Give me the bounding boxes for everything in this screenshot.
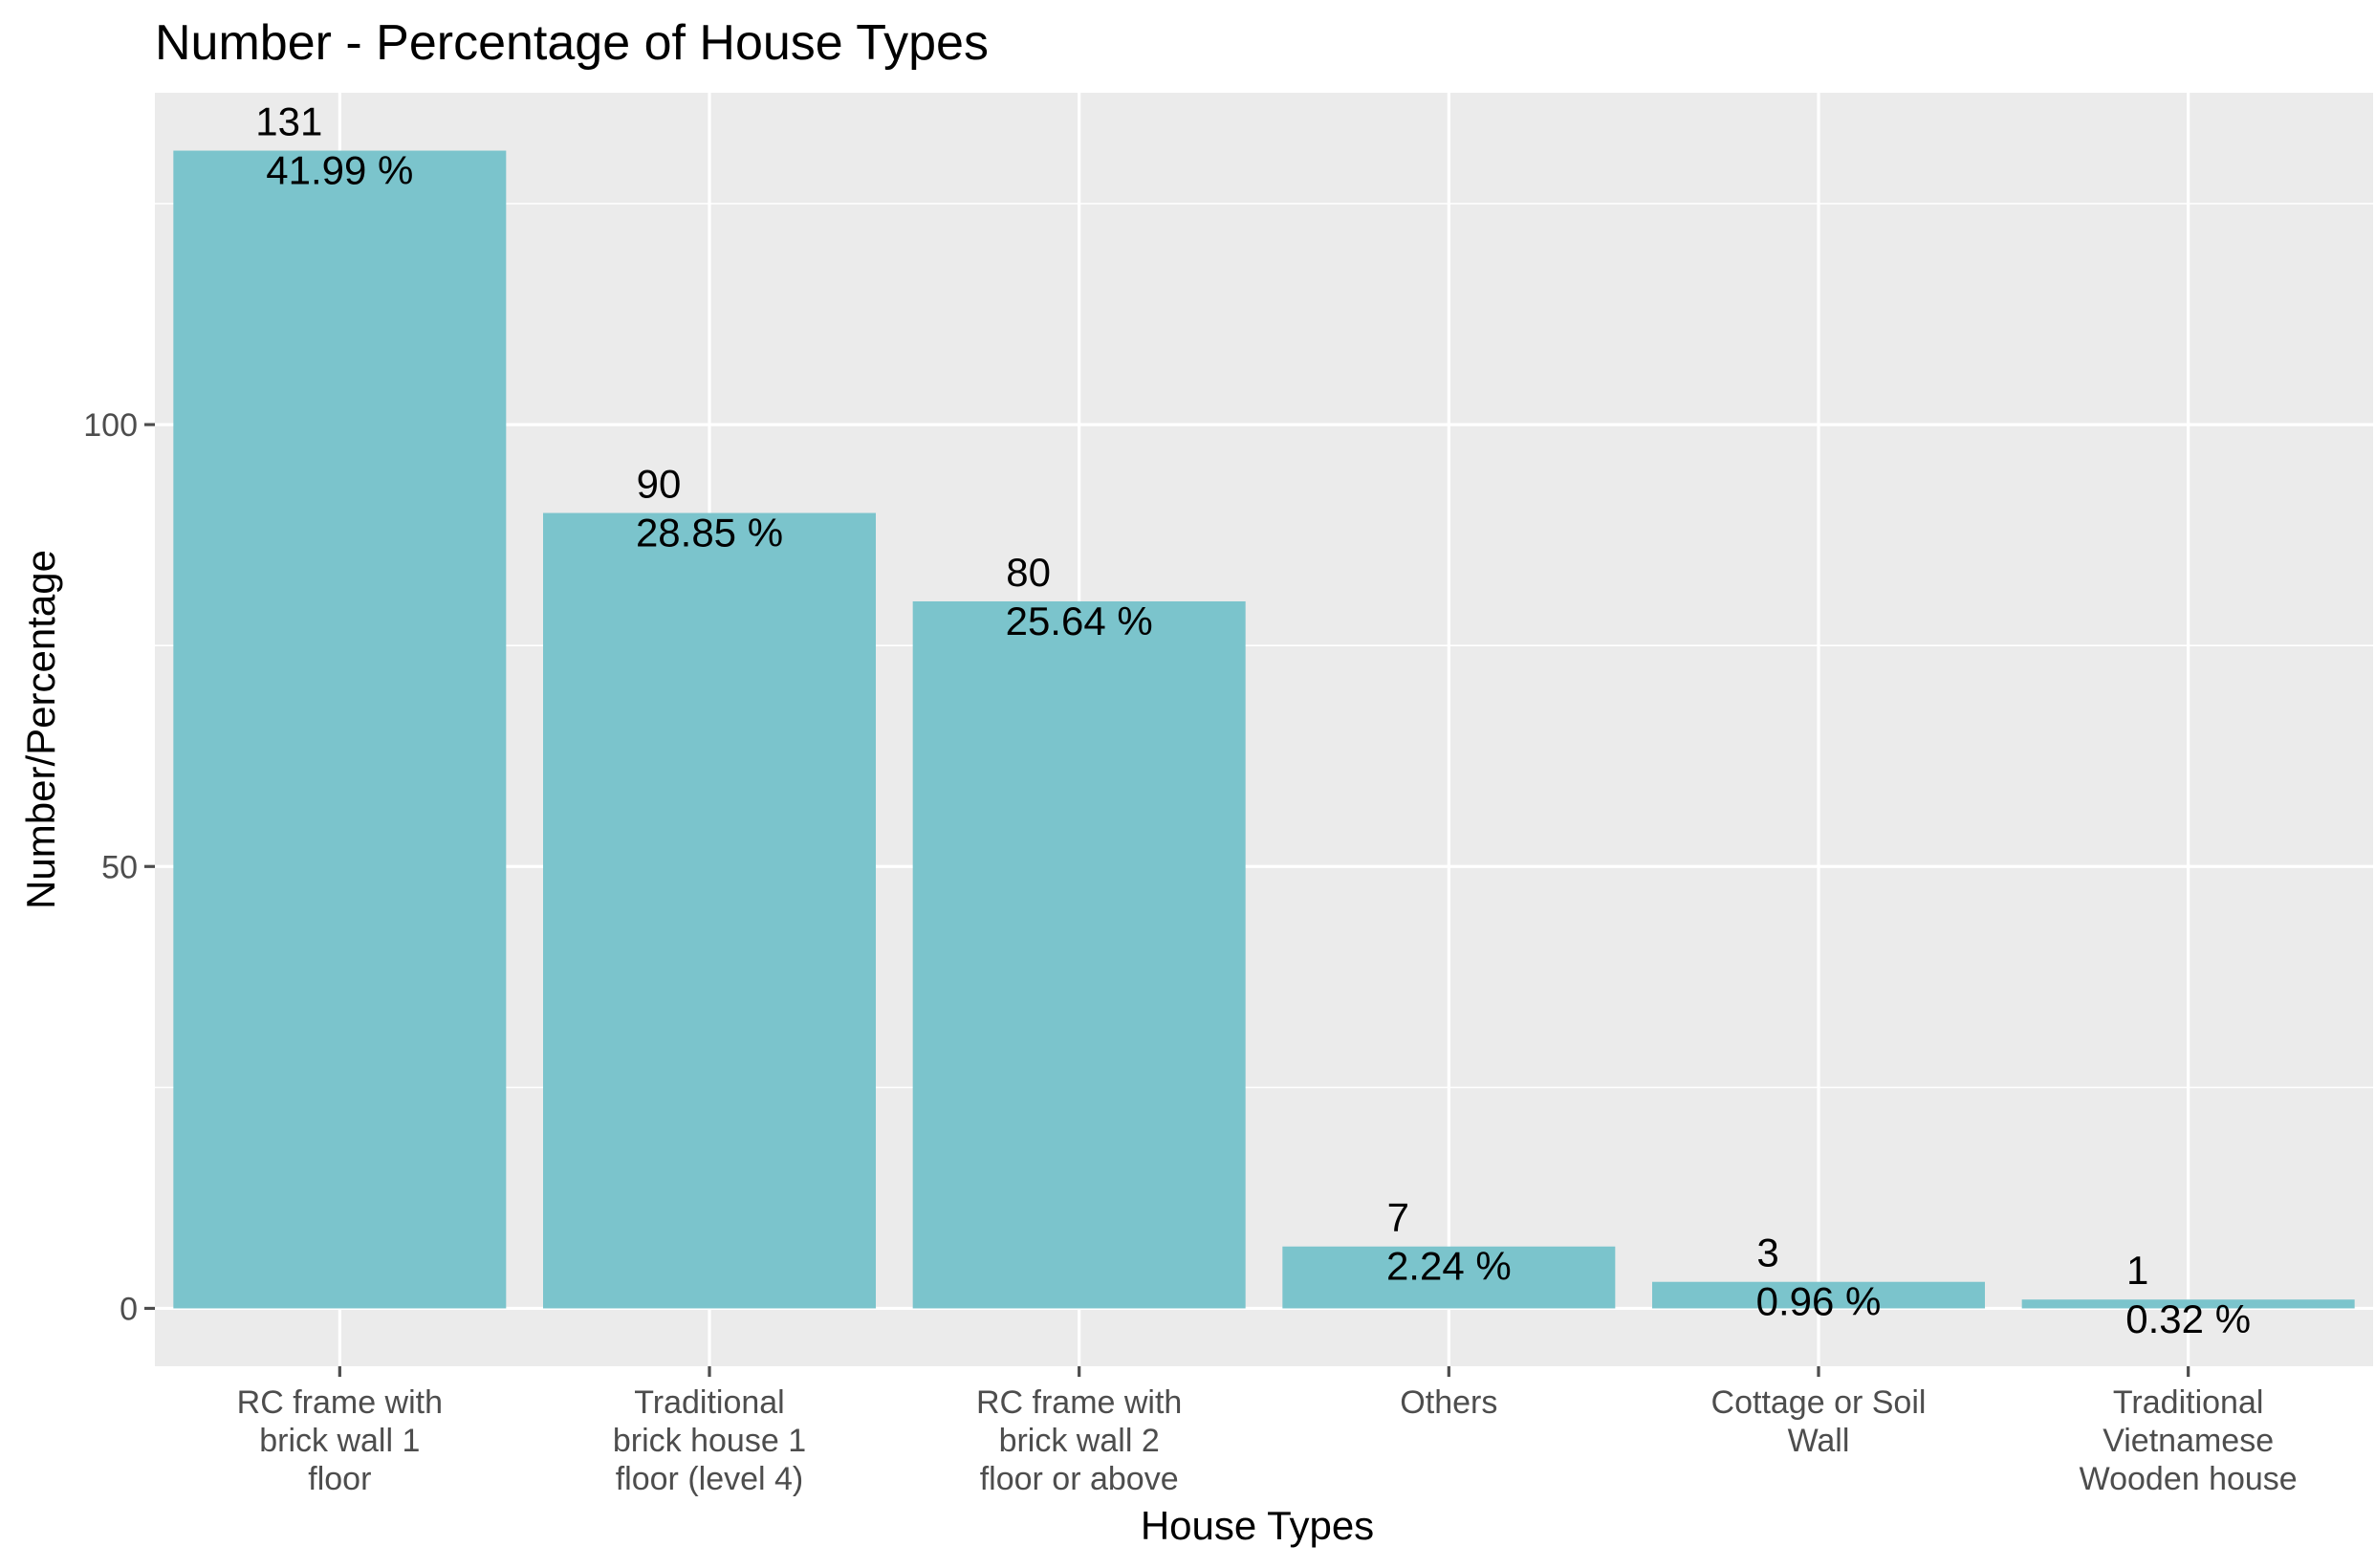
x-tick-label: Traditional brick house 1 floor (level 4) bbox=[613, 1384, 806, 1497]
x-tick-label: Cottage or Soil Wall bbox=[1711, 1384, 1927, 1459]
bar-percent-label: 0.32 % bbox=[2125, 1296, 2251, 1341]
bar bbox=[912, 600, 1246, 1309]
y-tick-label: 50 bbox=[101, 849, 138, 885]
bar-percent-label: 2.24 % bbox=[1386, 1244, 1512, 1289]
bar bbox=[173, 150, 507, 1309]
x-tick-label: RC frame with brick wall 1 floor bbox=[237, 1384, 443, 1497]
bar-percent-label: 25.64 % bbox=[1006, 599, 1153, 643]
bar-count-label: 90 bbox=[637, 462, 682, 507]
bar-count-label: 131 bbox=[255, 99, 322, 144]
plot-panel bbox=[155, 93, 2373, 1366]
x-tick-label: Others bbox=[1400, 1384, 1497, 1421]
grid-minor bbox=[155, 203, 2373, 1089]
bar-count-label: 1 bbox=[2126, 1248, 2148, 1293]
bar-percent-label: 41.99 % bbox=[266, 148, 413, 193]
x-axis-title: House Types bbox=[1141, 1503, 1374, 1548]
bar-count-label: 3 bbox=[1756, 1230, 1778, 1275]
x-axis: RC frame with brick wall 1 floor Traditiona… bbox=[237, 1366, 2298, 1497]
y-tick-label: 0 bbox=[120, 1291, 138, 1327]
bar-count-label: 80 bbox=[1006, 550, 1051, 595]
bar bbox=[1282, 1246, 1616, 1309]
x-tick-label: RC frame with brick wall 2 floor or above bbox=[976, 1384, 1182, 1497]
bar-count-label: 7 bbox=[1387, 1195, 1409, 1240]
bar bbox=[543, 512, 876, 1309]
bar-percent-label: 0.96 % bbox=[1756, 1279, 1882, 1324]
y-axis-title: Number/Percentage bbox=[18, 550, 63, 909]
y-tick-label: 100 bbox=[83, 407, 138, 444]
bar-percent-label: 28.85 % bbox=[636, 511, 783, 555]
y-axis: 0 50 100 bbox=[83, 407, 155, 1327]
chart-title: Number - Percentage of House Types bbox=[155, 15, 989, 71]
bar bbox=[2021, 1299, 2355, 1309]
bar bbox=[1652, 1281, 1985, 1309]
bars bbox=[173, 150, 2355, 1309]
x-tick-label: Traditional Vietnamese Wooden house bbox=[2080, 1384, 2298, 1497]
